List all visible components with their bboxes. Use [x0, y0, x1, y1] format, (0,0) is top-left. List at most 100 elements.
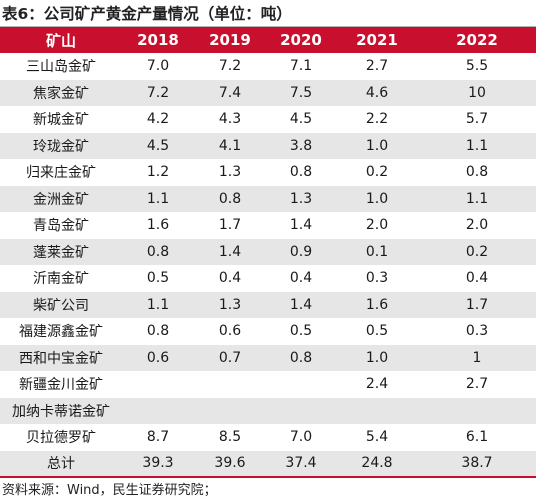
title-divider	[0, 26, 536, 27]
value-2019-cell: 4.1	[194, 132, 266, 159]
value-2021-cell: 0.2	[336, 159, 418, 186]
value-2021-cell: 4.6	[336, 79, 418, 106]
value-2020-cell: 0.8	[266, 344, 336, 371]
mine-name-cell: 青岛金矿	[0, 212, 122, 239]
value-2019-cell: 4.3	[194, 106, 266, 133]
value-2020-cell: 4.5	[266, 106, 336, 133]
value-2020-cell: 37.4	[266, 450, 336, 478]
table-row: 新城金矿 4.2 4.3 4.5 2.2 5.7	[0, 106, 536, 133]
header-2018: 2018	[122, 27, 194, 53]
value-2022-cell: 0.8	[418, 159, 536, 186]
mine-name-cell: 福建源鑫金矿	[0, 318, 122, 345]
table-row: 蓬莱金矿 0.8 1.4 0.9 0.1 0.2	[0, 238, 536, 265]
value-2019-cell	[194, 371, 266, 398]
value-2020-cell: 1.3	[266, 185, 336, 212]
value-2021-cell: 0.3	[336, 265, 418, 292]
mine-name-cell: 柴矿公司	[0, 291, 122, 318]
value-2019-cell	[194, 397, 266, 424]
value-2020-cell: 0.5	[266, 318, 336, 345]
table-row: 三山岛金矿 7.0 7.2 7.1 2.7 5.5	[0, 53, 536, 80]
table-row: 归来庄金矿 1.2 1.3 0.8 0.2 0.8	[0, 159, 536, 186]
header-mine: 矿山	[0, 27, 122, 53]
value-2022-cell: 2.7	[418, 371, 536, 398]
header-2019: 2019	[194, 27, 266, 53]
value-2021-cell: 5.4	[336, 424, 418, 451]
mine-name-cell: 加纳卡蒂诺金矿	[0, 397, 122, 424]
value-2020-cell: 7.0	[266, 424, 336, 451]
header-2021: 2021	[336, 27, 418, 53]
value-2022-cell: 0.2	[418, 238, 536, 265]
value-2021-cell	[336, 397, 418, 424]
value-2018-cell: 7.2	[122, 79, 194, 106]
value-2020-cell: 7.1	[266, 53, 336, 80]
value-2018-cell: 39.3	[122, 450, 194, 478]
mine-name-cell: 新城金矿	[0, 106, 122, 133]
value-2021-cell: 1.0	[336, 132, 418, 159]
value-2018-cell: 1.6	[122, 212, 194, 239]
table-row: 沂南金矿 0.5 0.4 0.4 0.3 0.4	[0, 265, 536, 292]
header-2022: 2022	[418, 27, 536, 53]
value-2020-cell	[266, 371, 336, 398]
value-2021-cell: 0.1	[336, 238, 418, 265]
value-2021-cell: 2.4	[336, 371, 418, 398]
table-row: 加纳卡蒂诺金矿	[0, 397, 536, 424]
value-2021-cell: 1.0	[336, 344, 418, 371]
value-2022-cell: 2.0	[418, 212, 536, 239]
table-row: 柴矿公司 1.1 1.3 1.4 1.6 1.7	[0, 291, 536, 318]
value-2020-cell: 0.9	[266, 238, 336, 265]
value-2019-cell: 8.5	[194, 424, 266, 451]
value-2022-cell: 10	[418, 79, 536, 106]
value-2019-cell: 7.2	[194, 53, 266, 80]
value-2019-cell: 39.6	[194, 450, 266, 478]
value-2018-cell: 4.2	[122, 106, 194, 133]
value-2018-cell	[122, 371, 194, 398]
value-2021-cell: 24.8	[336, 450, 418, 478]
table-header-row: 矿山 2018 2019 2020 2021 2022	[0, 27, 536, 53]
value-2019-cell: 0.4	[194, 265, 266, 292]
value-2018-cell: 1.1	[122, 291, 194, 318]
value-2022-cell: 1.1	[418, 185, 536, 212]
value-2019-cell: 0.6	[194, 318, 266, 345]
value-2021-cell: 2.7	[336, 53, 418, 80]
value-2022-cell: 5.7	[418, 106, 536, 133]
gold-production-table: 矿山 2018 2019 2020 2021 2022 三山岛金矿 7.0 7.2 7…	[0, 27, 536, 478]
mine-name-cell: 蓬莱金矿	[0, 238, 122, 265]
header-2020: 2020	[266, 27, 336, 53]
mine-name-cell: 玲珑金矿	[0, 132, 122, 159]
mine-name-cell: 贝拉德罗矿	[0, 424, 122, 451]
mine-name-cell: 焦家金矿	[0, 79, 122, 106]
value-2018-cell: 4.5	[122, 132, 194, 159]
source-note: 资料来源：Wind，民生证券研究院；	[2, 483, 217, 498]
mine-name-cell: 金洲金矿	[0, 185, 122, 212]
table-row: 玲珑金矿 4.5 4.1 3.8 1.0 1.1	[0, 132, 536, 159]
table-row: 新疆金川金矿 2.4 2.7	[0, 371, 536, 398]
value-2021-cell: 2.0	[336, 212, 418, 239]
value-2019-cell: 0.7	[194, 344, 266, 371]
mine-name-cell: 新疆金川金矿	[0, 371, 122, 398]
value-2018-cell: 0.5	[122, 265, 194, 292]
value-2018-cell: 1.2	[122, 159, 194, 186]
value-2021-cell: 1.6	[336, 291, 418, 318]
value-2022-cell: 1	[418, 344, 536, 371]
value-2022-cell: 5.5	[418, 53, 536, 80]
table-row: 青岛金矿 1.6 1.7 1.4 2.0 2.0	[0, 212, 536, 239]
mine-name-cell: 归来庄金矿	[0, 159, 122, 186]
value-2018-cell	[122, 397, 194, 424]
value-2018-cell: 0.6	[122, 344, 194, 371]
value-2022-cell	[418, 397, 536, 424]
table-row: 福建源鑫金矿 0.8 0.6 0.5 0.5 0.3	[0, 318, 536, 345]
value-2020-cell	[266, 397, 336, 424]
table-row: 金洲金矿 1.1 0.8 1.3 1.0 1.1	[0, 185, 536, 212]
value-2018-cell: 0.8	[122, 318, 194, 345]
mine-name-cell: 沂南金矿	[0, 265, 122, 292]
value-2019-cell: 1.3	[194, 159, 266, 186]
total-row: 总计 39.3 39.6 37.4 24.8 38.7	[0, 450, 536, 478]
mine-name-cell: 总计	[0, 450, 122, 478]
value-2022-cell: 6.1	[418, 424, 536, 451]
value-2020-cell: 0.4	[266, 265, 336, 292]
value-2020-cell: 0.8	[266, 159, 336, 186]
value-2020-cell: 7.5	[266, 79, 336, 106]
value-2018-cell: 0.8	[122, 238, 194, 265]
value-2018-cell: 7.0	[122, 53, 194, 80]
value-2020-cell: 1.4	[266, 212, 336, 239]
